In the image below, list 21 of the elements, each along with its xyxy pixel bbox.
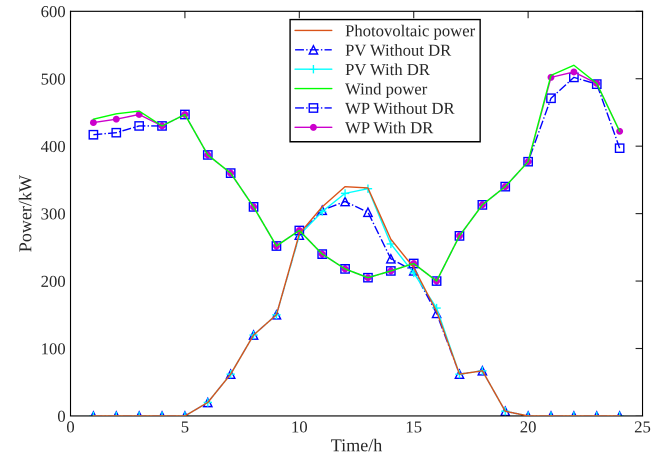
x-tick-label: 15 [406,421,422,433]
legend-label: PV Without DR [346,44,452,56]
legend-label: WP With DR [345,122,434,134]
y-tick-label: 600 [41,6,66,18]
legend-label: Wind power [345,82,428,98]
legend-label: Photovoltaic power [346,24,476,40]
x-tick-label: 0 [66,421,74,433]
y-tick-label: 0 [58,410,66,422]
y-tick-label: 200 [41,276,66,288]
legend-label: PV With DR [346,63,430,76]
x-tick-label: 20 [520,421,536,433]
x-tick-label: 25 [634,421,650,433]
y-tick-label: 100 [42,343,66,354]
y-axis-title: Power/kW [18,175,32,252]
y-tick-label: 500 [42,73,66,85]
x-tick-label: 10 [292,421,308,433]
legend-label: WP Without DR [345,102,455,114]
x-tick-label: 5 [182,421,188,433]
y-tick-label: 400 [40,140,66,152]
x-axis-title: Time/h [331,438,382,452]
y-tick-label: 300 [41,208,66,220]
